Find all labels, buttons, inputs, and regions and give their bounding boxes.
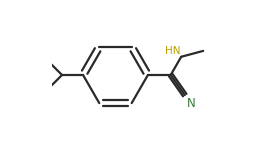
Text: HN: HN xyxy=(165,46,180,56)
Text: N: N xyxy=(187,96,196,110)
